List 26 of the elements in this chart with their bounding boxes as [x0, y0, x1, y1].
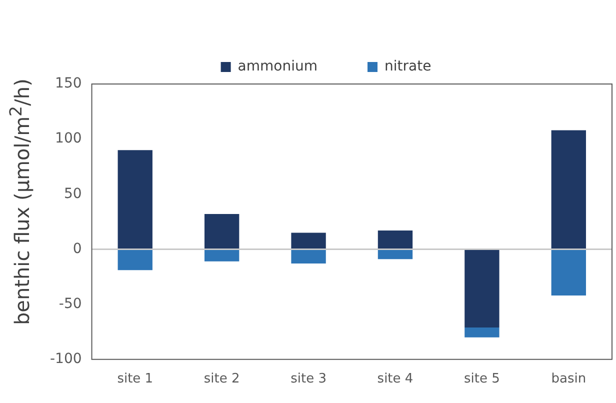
x-tick-label: site 1	[117, 372, 154, 387]
y-tick-label: 150	[55, 76, 82, 92]
y-tick-label: 100	[55, 130, 82, 147]
bar	[291, 232, 326, 250]
x-tick-label: site 3	[290, 372, 326, 387]
bar	[378, 249, 413, 260]
bar	[551, 130, 586, 250]
bar	[118, 150, 152, 250]
y-tick-label: -100	[50, 351, 82, 368]
bar	[204, 249, 240, 262]
bar	[291, 249, 326, 264]
y-tick-label: 50	[64, 186, 82, 202]
x-tick-label: site 4	[377, 372, 414, 387]
x-tick-label: basin	[551, 372, 586, 387]
bar	[118, 249, 152, 270]
legend-label: nitrate	[384, 58, 432, 75]
y-tick-label: -50	[58, 296, 82, 312]
bar	[378, 230, 413, 250]
x-tick-label: site 5	[464, 372, 500, 387]
bar	[551, 249, 586, 296]
legend-label: ammonium	[238, 58, 318, 75]
bar	[464, 327, 500, 338]
x-tick-label: site 2	[204, 372, 240, 387]
bar	[464, 249, 500, 328]
y-tick-label: 0	[72, 240, 82, 257]
bar	[204, 214, 240, 250]
